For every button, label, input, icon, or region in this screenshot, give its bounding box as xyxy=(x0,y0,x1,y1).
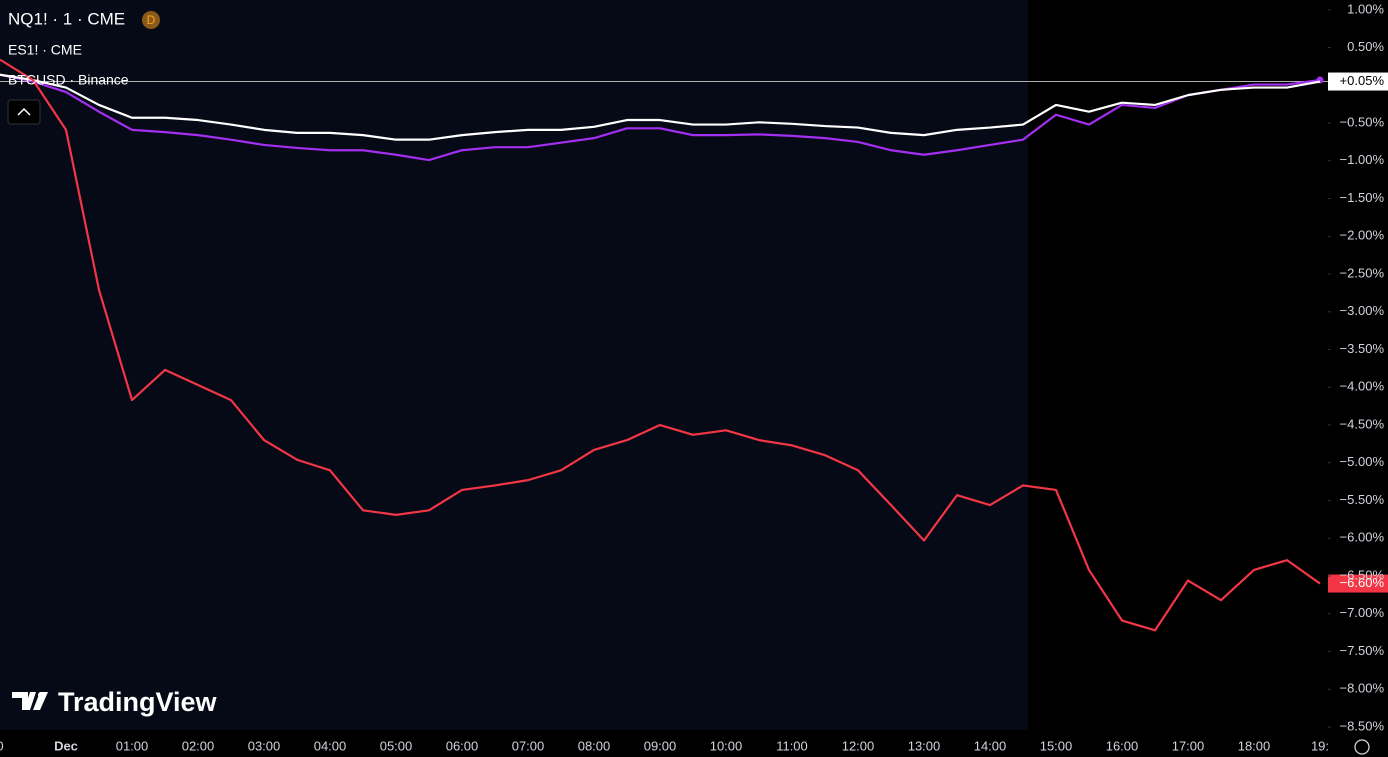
y-tick-label: −3.50% xyxy=(1340,341,1385,356)
x-tick-label: 13:00 xyxy=(908,738,941,753)
watermark-logo xyxy=(12,692,48,710)
y-tick-label: −3.00% xyxy=(1340,303,1385,318)
x-tick-label: 09:00 xyxy=(644,738,677,753)
y-tick-label: −8.50% xyxy=(1340,718,1385,733)
legend-entry: ES1! · CME xyxy=(8,42,82,58)
x-tick-label: 15:00 xyxy=(1040,738,1073,753)
badge-label: D xyxy=(147,13,156,27)
x-tick-label: 19: xyxy=(1311,738,1329,753)
y-tick-label: −1.50% xyxy=(1340,190,1385,205)
y-tick-label: −1.00% xyxy=(1340,152,1385,167)
x-tick-label: 0 xyxy=(0,738,4,753)
session-background xyxy=(0,0,1028,730)
x-tick-label: 02:00 xyxy=(182,738,215,753)
y-tick-label: −2.00% xyxy=(1340,228,1385,243)
collapse-button[interactable] xyxy=(7,99,41,125)
y-tick-label: −4.50% xyxy=(1340,416,1385,431)
y-tick-label: −4.00% xyxy=(1340,379,1385,394)
x-tick-label: 14:00 xyxy=(974,738,1007,753)
y-tick-label: −0.50% xyxy=(1340,114,1385,129)
x-tick-label: 04:00 xyxy=(314,738,347,753)
y-tick-label: −2.50% xyxy=(1340,265,1385,280)
badge xyxy=(142,11,160,29)
x-tick-label: 01:00 xyxy=(116,738,149,753)
series-line xyxy=(0,73,1321,162)
y-tick-label: −7.50% xyxy=(1340,643,1385,658)
x-tick-label: 11:00 xyxy=(776,738,808,753)
x-tick-label: 06:00 xyxy=(446,738,479,753)
collapse-icon xyxy=(17,107,31,116)
watermark: TradingView xyxy=(58,687,218,717)
x-tick-label: 10:00 xyxy=(710,738,743,753)
x-tick-label: 05:00 xyxy=(380,738,413,753)
value-label: +0.05% xyxy=(1340,73,1385,88)
y-tick-label: 0.50% xyxy=(1347,39,1384,54)
series-line xyxy=(0,58,1321,632)
value-label: −6.60% xyxy=(1340,575,1385,590)
y-tick-label: −7.00% xyxy=(1340,605,1385,620)
y-tick-label: −6.00% xyxy=(1340,530,1385,545)
y-tick-label: −8.00% xyxy=(1340,681,1385,696)
x-tick-label: Dec xyxy=(54,738,78,753)
x-tick-label: 03:00 xyxy=(248,738,281,753)
value-label-bg xyxy=(1328,72,1388,91)
x-tick-label: 18:00 xyxy=(1238,738,1271,753)
legend-main: NQ1! · 1 · CME xyxy=(8,9,125,28)
x-tick-label: 12:00 xyxy=(842,738,875,753)
x-tick-label: 17:00 xyxy=(1172,738,1205,753)
settings-button[interactable] xyxy=(1354,739,1370,755)
y-tick-label: −5.00% xyxy=(1340,454,1385,469)
value-label-bg xyxy=(1328,574,1388,593)
y-tick-label: −6.50% xyxy=(1340,567,1385,582)
y-tick-label: 1.00% xyxy=(1347,1,1384,16)
x-tick-label: 07:00 xyxy=(512,738,545,753)
x-tick-label: 16:00 xyxy=(1106,738,1139,753)
y-tick-label: −5.50% xyxy=(1340,492,1385,507)
series-line xyxy=(0,73,1321,141)
x-tick-label: 08:00 xyxy=(578,738,611,753)
legend-entry: BTCUSD · Binance xyxy=(8,72,129,88)
